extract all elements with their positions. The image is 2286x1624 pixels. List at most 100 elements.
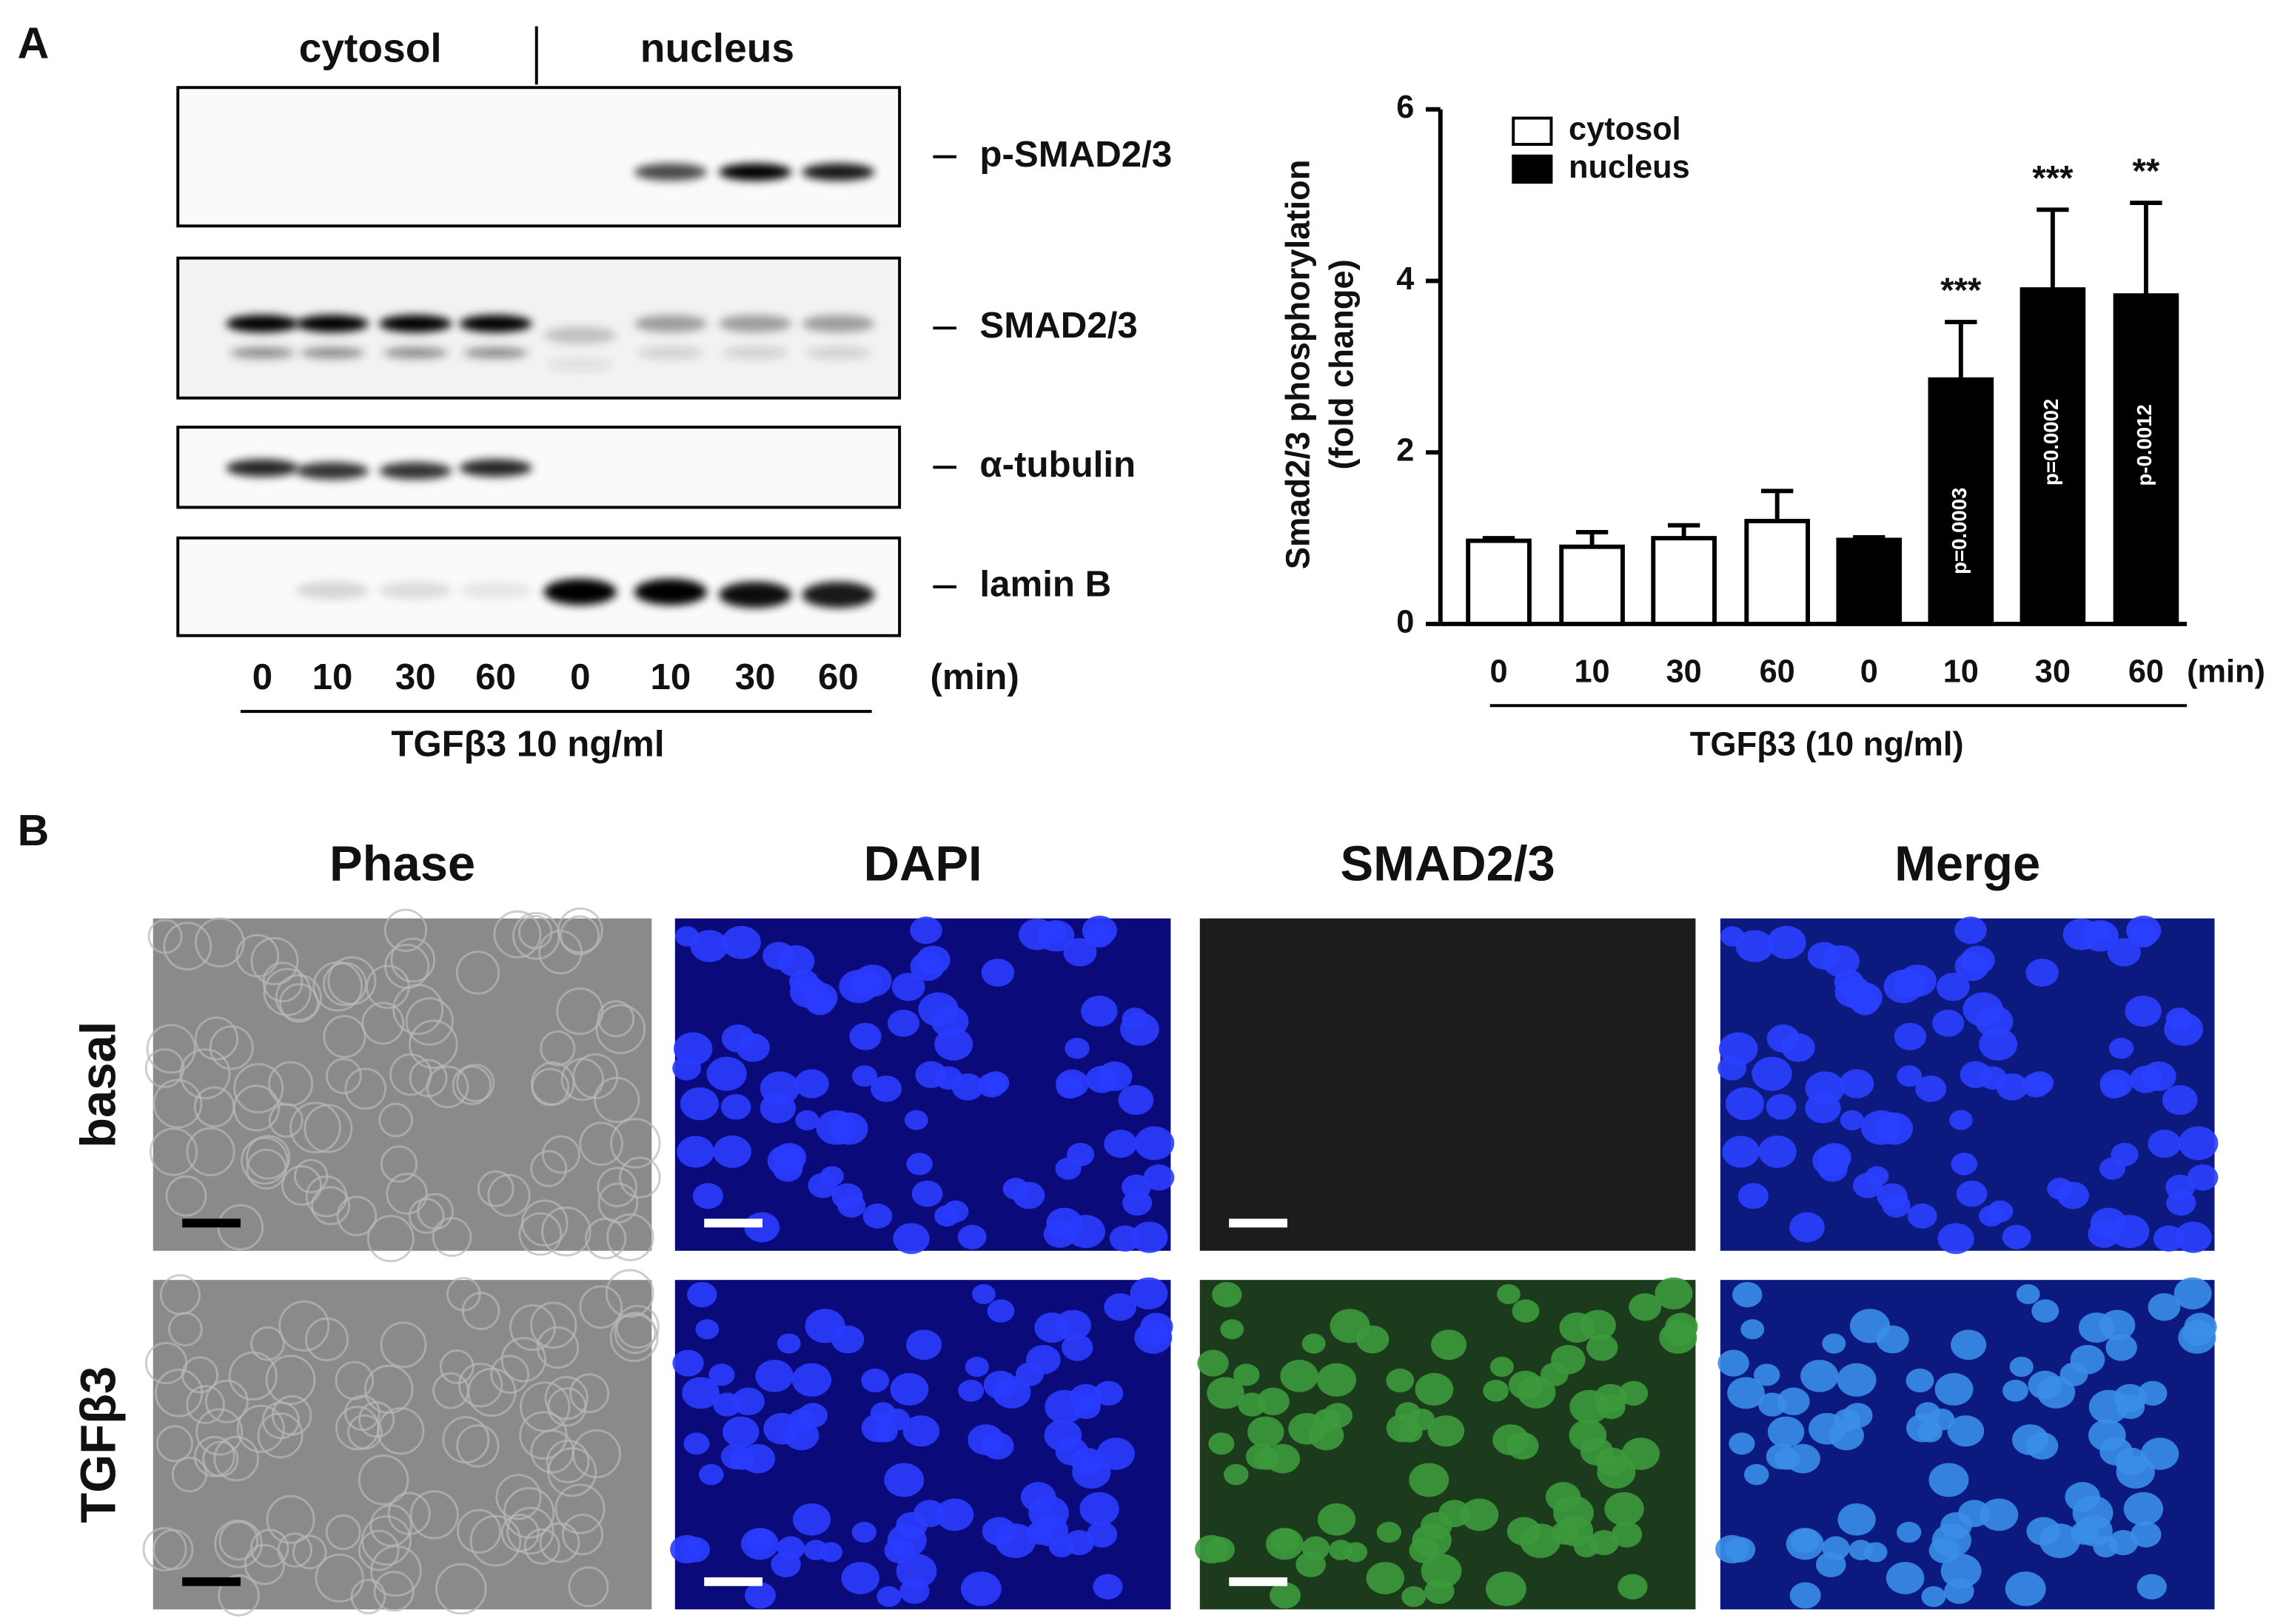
nucleus [1130,1221,1168,1253]
nucleus [2140,1437,2179,1470]
nucleus [1496,1284,1521,1304]
nucleus [1512,1299,1540,1323]
nucleus [808,1172,838,1198]
nucleus [1430,1329,1467,1360]
nucleus [1754,1363,1780,1386]
blot-band [295,581,369,600]
bar [2113,293,2179,626]
nucleus [2123,1492,2164,1526]
bar [2019,287,2086,626]
nucleus [1834,976,1872,1008]
nucleus [1928,1463,1969,1497]
cell [335,1406,380,1451]
x-tick-label: 60 [2128,654,2164,689]
blot-band [459,581,532,600]
cell [439,1349,475,1384]
cell [610,1118,661,1169]
cell [554,1483,606,1534]
nucleus [1743,1463,1769,1486]
cell [490,1355,529,1395]
x-tick-label: 30 [2035,654,2071,689]
cell [597,1182,639,1224]
blot-band [379,315,452,333]
nucleus [890,1372,929,1406]
nucleus [942,1200,969,1223]
cell [262,962,304,1003]
panel-label: B [18,806,50,855]
nucleus [1069,1383,1103,1412]
blot-band [543,578,617,605]
nucleus [1409,1463,1449,1497]
cell [323,1015,366,1058]
nucleus [2087,922,2111,942]
nucleus [690,930,728,962]
blot-band [718,581,792,608]
nucleus [1954,916,1987,944]
nucleus [1056,1069,1089,1098]
cell [536,1326,580,1369]
cell [561,1514,604,1556]
nucleus [1752,1056,1792,1091]
y-axis-label: (fold change) [1323,259,1361,469]
blot-band [459,459,532,477]
nucleus [1874,1112,1914,1145]
blot-band [634,315,708,333]
panel-label: A [18,19,50,68]
cell [390,937,436,983]
cell [350,1579,386,1614]
cell [432,1372,469,1409]
blot-band [383,346,448,359]
nucleus [1789,1212,1825,1243]
nucleus [849,1022,882,1050]
nucleus [1520,1523,1561,1558]
nucleus [1517,1376,1556,1409]
cell [512,911,560,960]
nucleus [1427,1415,1465,1447]
nucleus [795,1110,819,1131]
nucleus [1611,1521,1643,1548]
nucleus [1882,1193,1911,1218]
cell [380,1321,427,1369]
lane-label: 10 [312,657,353,697]
cell [268,1061,314,1107]
nucleus [1936,973,1970,1001]
nucleus [1044,1419,1082,1452]
nucleus [2136,1574,2167,1600]
nucleus [721,1024,755,1053]
nucleus [1732,1281,1763,1308]
cell [386,1172,428,1215]
cell [572,1429,621,1479]
blot-band [806,346,871,359]
cell [446,1277,481,1312]
nucleus [2031,1299,2059,1323]
nucleus [1553,1495,1594,1531]
cell [186,1127,235,1177]
nucleus [981,959,1015,987]
nucleus [2187,1164,2219,1191]
nucleus [1489,1356,1514,1378]
protein-label: SMAD2/3 [979,305,1137,346]
bar [1651,536,1717,626]
nucleus [884,1463,925,1497]
nucleus [893,1223,930,1255]
cell [152,1078,203,1129]
nucleus [819,1542,843,1563]
cell [214,1519,263,1568]
nucleus [1043,922,1067,942]
nucleus [1812,1144,1850,1177]
cell [432,1217,472,1258]
nucleus [1055,1157,1082,1180]
nucleus [957,1224,987,1249]
nucleus [1143,1164,1175,1191]
cell [278,1300,330,1352]
scale-bar [1229,1218,1287,1228]
cell [147,919,183,954]
blot-band [300,346,365,359]
nucleus [683,1432,710,1455]
cell [387,1492,431,1535]
cell [609,1313,659,1363]
cell [619,1156,661,1198]
cell [311,1186,351,1226]
nucleus [958,1379,985,1402]
fraction-label: nucleus [640,25,794,71]
